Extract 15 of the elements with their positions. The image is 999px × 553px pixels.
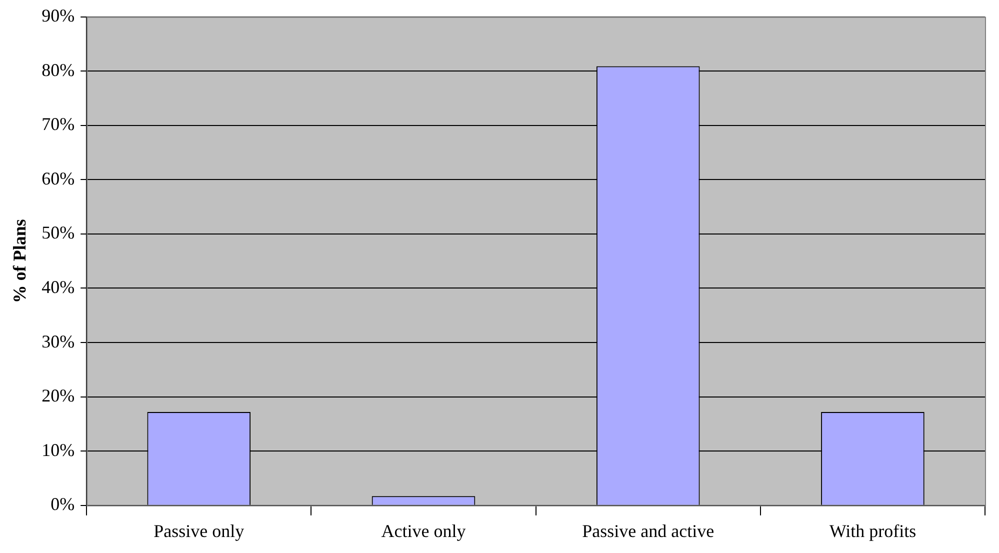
y-tick-label: 70% (42, 114, 75, 134)
y-tick-label: 60% (42, 168, 75, 188)
y-tick-label: 20% (42, 386, 75, 406)
y-tick-label: 0% (50, 494, 75, 514)
y-tick-label: 10% (42, 440, 75, 460)
y-tick-label: 90% (42, 6, 75, 26)
y-axis-title: % of Plans (9, 219, 30, 304)
x-tick-label: With profits (829, 520, 916, 541)
x-tick-label: Passive and active (582, 520, 714, 541)
y-tick-label: 40% (42, 276, 75, 297)
y-tick-label: 50% (42, 222, 75, 243)
x-tick-label: Passive only (154, 520, 244, 541)
y-tick-label: 30% (42, 331, 75, 352)
x-tick-label: Active only (381, 520, 466, 541)
y-tick-label: 80% (42, 60, 75, 80)
